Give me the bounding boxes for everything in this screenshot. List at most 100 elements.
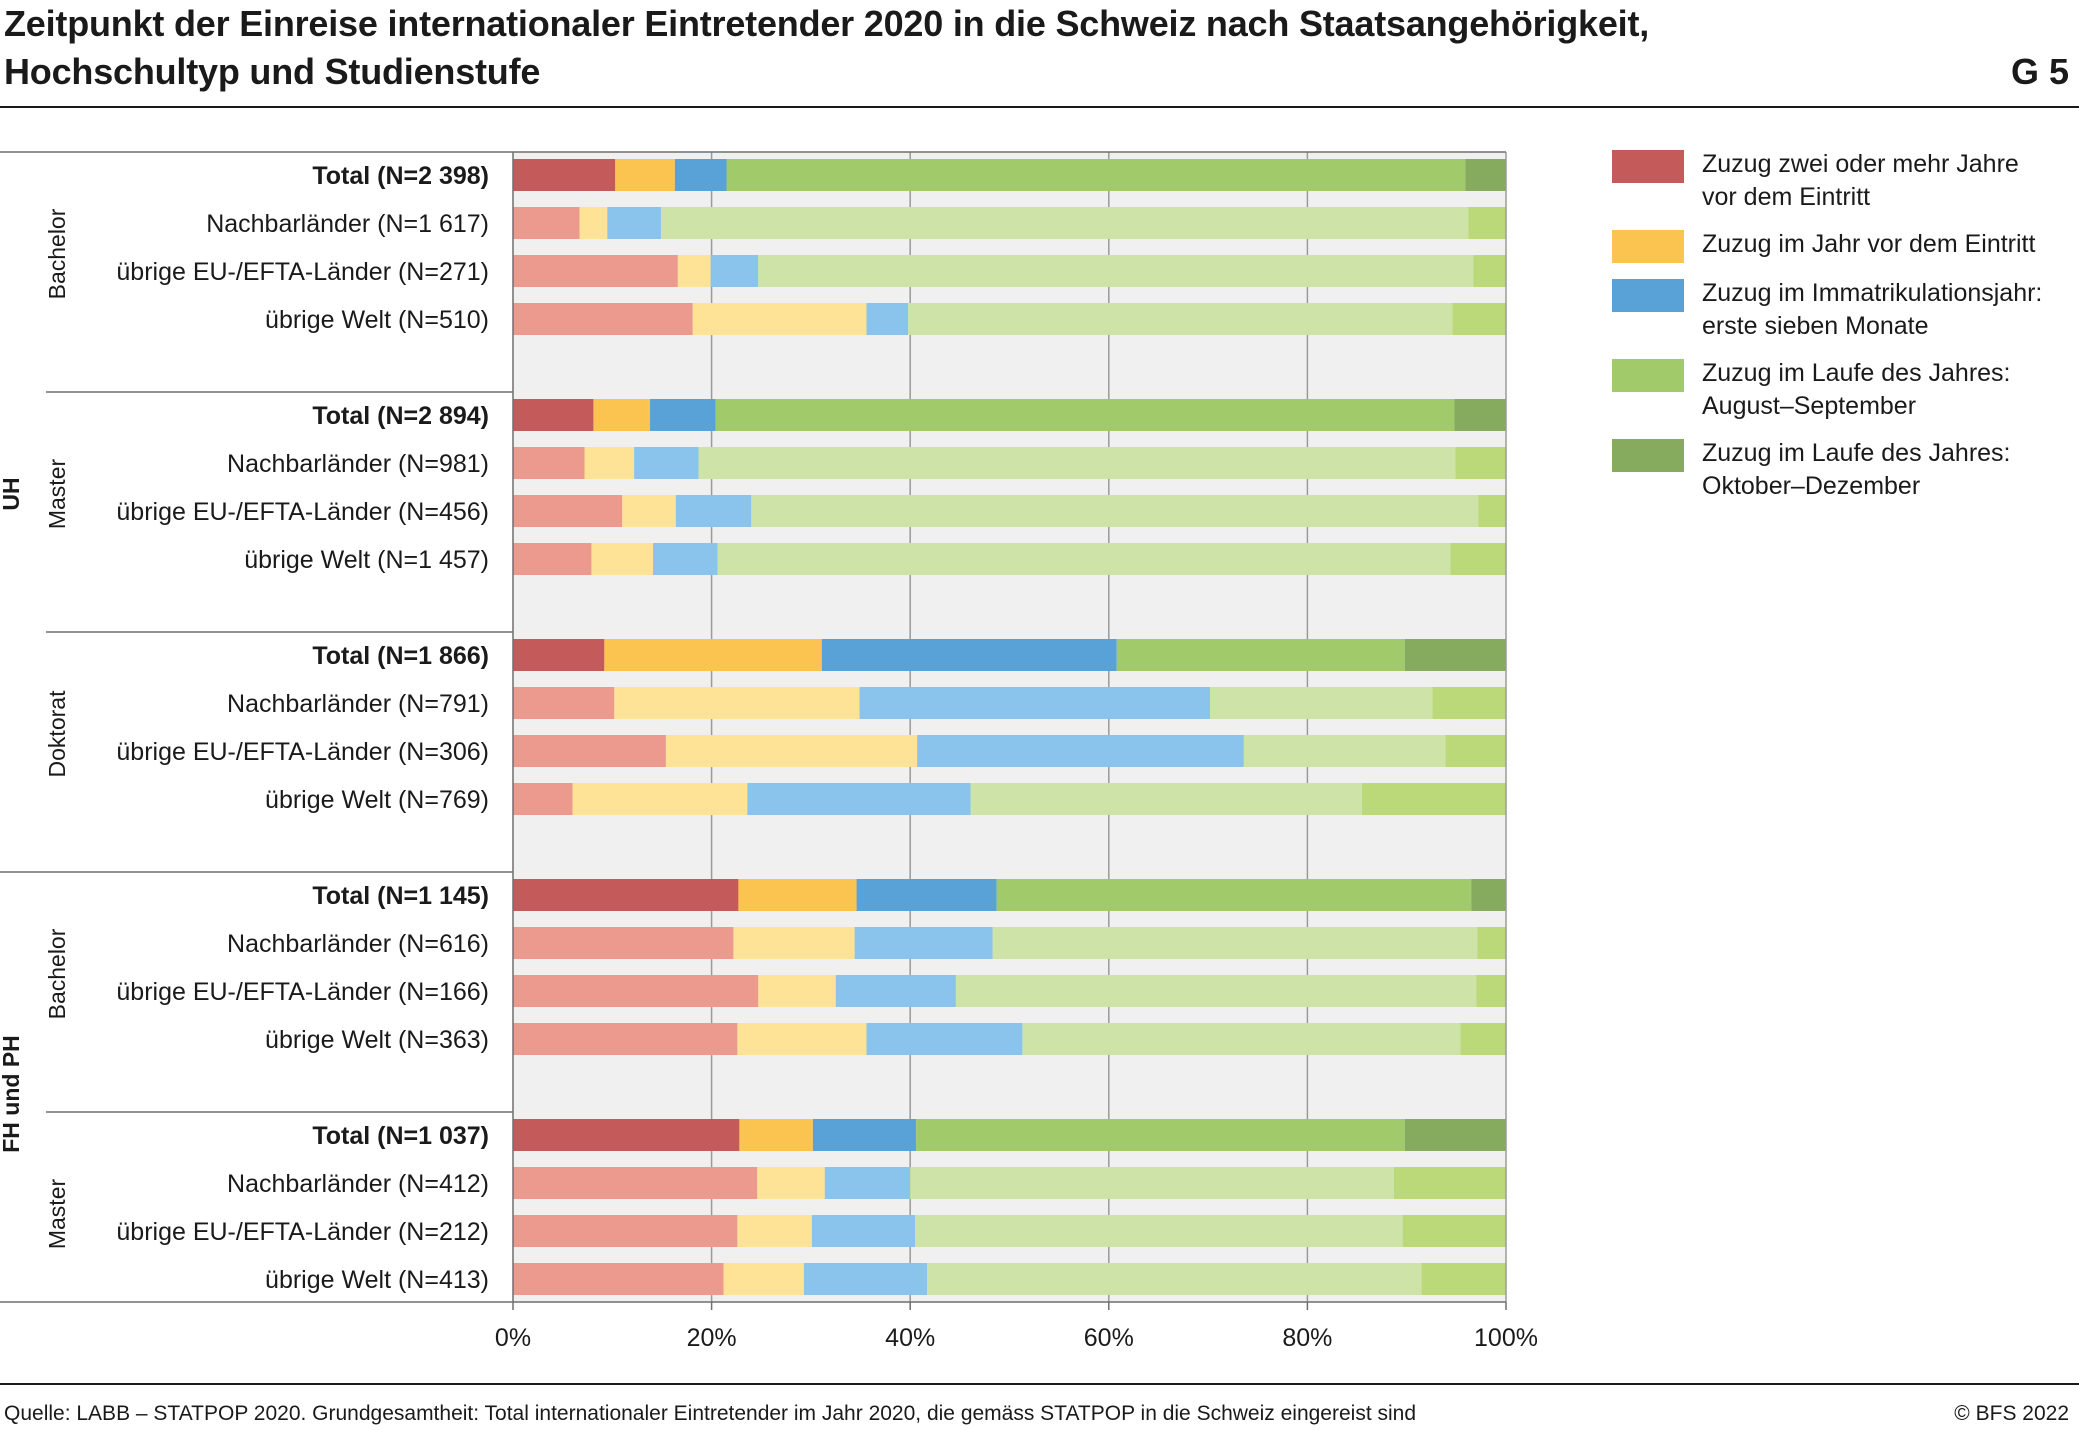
legend-item: Zuzug zwei oder mehr Jahre vor dem Eintri… [1612,148,2072,214]
bar-segment [917,735,1244,767]
bar-segment [513,543,592,575]
bar-segment [513,687,615,719]
bar-segment [513,159,616,191]
row-label: Nachbarländer (N=981) [227,450,489,478]
bar-segment [1210,687,1433,719]
bar-segment [733,927,855,959]
group-label: Bachelor [44,928,70,1019]
bar-segment [650,399,716,431]
legend-item: Zuzug im Laufe des Jahres: August–Septemb… [1612,357,2072,423]
bar-segment [824,1167,911,1199]
bar-segment [677,255,711,287]
bar-segment [1468,207,1506,239]
row-label: Total (N=2 398) [312,162,489,190]
x-tick-label: 60% [1084,1324,1134,1352]
bar-segment [593,399,651,431]
stacked-bar-chart: Total (N=2 398) Nachbarländer (N=1 617) üb… [0,151,1538,1352]
bar-segment [1465,159,1506,191]
legend-swatch [1612,150,1684,183]
outer-group-label: FH und PH [0,1035,24,1153]
bar-segment [710,255,759,287]
row-label: übrige EU-/EFTA-Länder (N=166) [116,978,489,1006]
bar-segment [927,1263,1422,1295]
bar-segment [513,447,585,479]
legend-label: Zuzug im Laufe des Jahres: August–Septemb… [1702,359,2011,420]
bar-segment [513,735,666,767]
bar-segment [513,399,594,431]
bar-segment [758,255,1474,287]
bar-segment [751,495,1479,527]
legend-swatch [1612,230,1684,263]
bar-segment [910,1167,1394,1199]
bar-segment [955,975,1477,1007]
row-label: übrige EU-/EFTA-Länder (N=456) [116,498,489,526]
plot-background [513,152,1506,1302]
bar-segment [1477,927,1506,959]
bar-segment [614,687,860,719]
bar-segment [821,639,1117,671]
bar-segment [572,783,748,815]
row-label: Total (N=1 145) [312,882,489,910]
bar-segment [692,303,867,335]
legend-label: Zuzug im Jahr vor dem Eintritt [1702,230,2036,258]
bar-segment [908,303,1453,335]
row-label: Total (N=1 866) [312,642,489,670]
bar-segment [513,303,693,335]
bar-segment [1404,1119,1506,1151]
x-tick-label: 20% [687,1324,737,1352]
bar-segment [1421,1263,1506,1295]
bar-segment [866,1023,1023,1055]
bar-segment [622,495,676,527]
bar-segment [811,1215,916,1247]
bar-segment [1362,783,1506,815]
bar-segment [739,1119,813,1151]
bar-segment [513,1263,724,1295]
bar-segment [513,975,759,1007]
bar-segment [660,207,1469,239]
bar-segment [723,1263,804,1295]
legend-item: Zuzug im Jahr vor dem Eintritt [1612,228,2072,263]
chart-code: G 5 [2010,51,2069,92]
row-label: übrige Welt (N=510) [265,306,489,334]
chart-title-line-2: Hochschultyp und Studienstufe [4,51,541,92]
bar-segment [604,639,822,671]
bar-segment [584,447,635,479]
bar-segment [1393,1167,1506,1199]
bar-segment [726,159,1466,191]
x-tick-label: 0% [495,1324,531,1352]
bar-segment [513,495,623,527]
bar-segment [579,207,608,239]
bar-segment [513,879,739,911]
x-tick-label: 100% [1474,1324,1538,1352]
bar-segment [717,543,1451,575]
bar-segment [513,1023,738,1055]
group-label: Master [44,1179,70,1250]
row-label: Nachbarländer (N=1 617) [206,210,489,238]
bar-segment [674,159,727,191]
legend-swatch [1612,359,1684,392]
bar-segment [812,1119,917,1151]
bar-segment [513,1167,758,1199]
legend: Zuzug zwei oder mehr Jahre vor dem Eintri… [1612,148,2072,517]
bar-segment [737,1023,867,1055]
bar-segment [591,543,654,575]
row-label: Total (N=1 037) [312,1122,489,1150]
chart-title-line-1: Zeitpunkt der Einreise internationaler E… [4,3,1650,44]
chart-title: Zeitpunkt der Einreise internationaler E… [4,0,1884,96]
legend-label: Zuzug im Laufe des Jahres: Oktober–Dezemb… [1702,439,2011,500]
bar-segment [835,975,956,1007]
group-label: Master [44,459,70,530]
bar-segment [992,927,1478,959]
bar-segment [1473,255,1506,287]
bar-segment [1022,1023,1461,1055]
footer-divider [0,1383,2079,1385]
row-label: übrige EU-/EFTA-Länder (N=306) [116,738,489,766]
bar-segment [513,1119,740,1151]
bar-segment [715,399,1455,431]
bar-segment [607,207,661,239]
bar-segment [1432,687,1506,719]
bar-segment [513,255,678,287]
row-label: übrige Welt (N=769) [265,786,489,814]
bar-segment [1455,447,1506,479]
bar-segment [1478,495,1506,527]
